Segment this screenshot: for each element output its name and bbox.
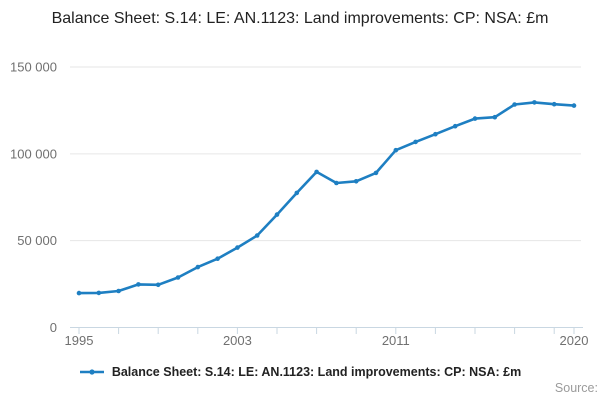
data-point xyxy=(472,116,478,121)
data-point xyxy=(136,282,141,287)
data-point xyxy=(334,180,339,186)
source-label: Source: xyxy=(554,381,598,395)
data-point xyxy=(195,264,201,270)
line-chart: 0 50 000 100 000 150 000 1995 2003 2011 2020 xyxy=(10,60,589,349)
y-tick-label: 100 000 xyxy=(10,146,57,161)
data-point xyxy=(254,233,260,238)
data-point xyxy=(235,245,240,250)
x-tick-label: 1995 xyxy=(65,333,94,348)
data-point xyxy=(353,179,359,184)
data-point xyxy=(433,131,438,137)
legend-series-label: Balance Sheet: S.14: LE: AN.1123: Land i… xyxy=(111,365,522,379)
data-point xyxy=(175,275,181,280)
y-axis-labels: 0 50 000 100 000 150 000 xyxy=(10,60,57,336)
series-line xyxy=(77,101,576,295)
x-tick-label: 2003 xyxy=(223,333,252,348)
data-point xyxy=(413,139,418,145)
legend-series-icon xyxy=(79,369,104,375)
data-point xyxy=(116,288,121,294)
data-point xyxy=(274,212,280,217)
data-point xyxy=(571,103,577,108)
legend[interactable]: Balance Sheet: S.14: LE: AN.1123: Land i… xyxy=(0,365,600,379)
series-markers xyxy=(76,100,577,296)
x-axis-labels: 1995 2003 2011 2020 xyxy=(65,333,589,348)
data-point xyxy=(96,290,102,296)
data-point xyxy=(314,169,319,175)
data-point xyxy=(512,102,517,107)
x-tick-label: 2020 xyxy=(560,333,589,348)
y-tick-label: 150 000 xyxy=(10,60,57,75)
chart-title: Balance Sheet: S.14: LE: AN.1123: Land i… xyxy=(51,10,549,27)
x-tick-label: 2011 xyxy=(382,333,410,348)
data-point xyxy=(393,147,399,153)
y-tick-label: 0 xyxy=(50,320,57,335)
data-point xyxy=(76,290,82,296)
data-point xyxy=(532,100,537,105)
data-point xyxy=(492,114,498,120)
data-point xyxy=(551,101,557,107)
data-point xyxy=(294,190,300,196)
x-axis-ticks xyxy=(78,327,575,334)
data-point xyxy=(155,282,161,288)
data-point xyxy=(215,256,220,261)
data-point xyxy=(373,170,379,176)
y-tick-label: 50 000 xyxy=(17,233,57,248)
gridlines xyxy=(70,66,581,242)
data-point xyxy=(452,123,458,129)
